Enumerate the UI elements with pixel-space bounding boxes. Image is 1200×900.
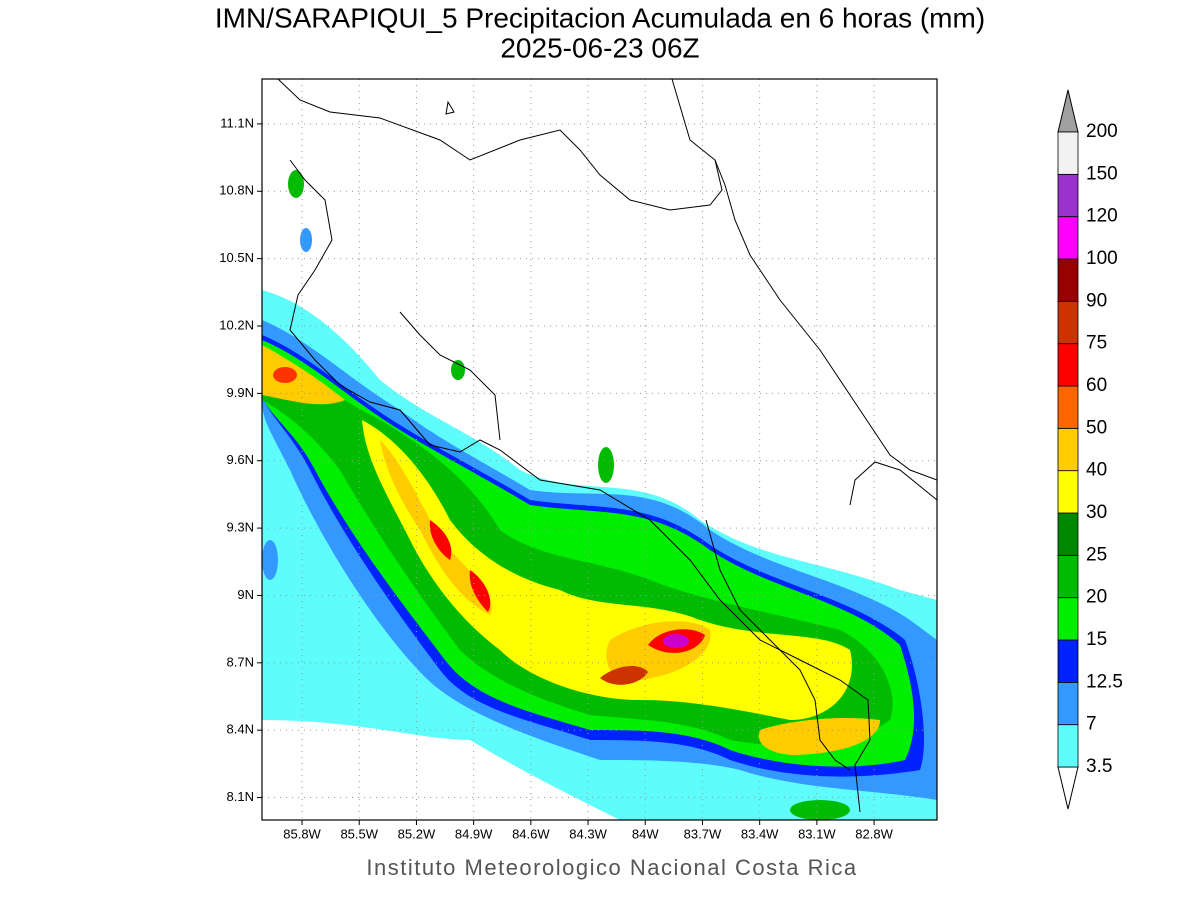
colorbar-box bbox=[1057, 216, 1079, 260]
colorbar: 3.5 7 12.5 15 20 25 30 40 50 60 75 90 100 120 150 200 bbox=[1057, 89, 1123, 810]
x-tick-label: 84W bbox=[632, 826, 659, 841]
y-tick-label: 11.1N bbox=[220, 115, 254, 130]
y-tick-label: 9N bbox=[237, 587, 254, 602]
colorbar-under bbox=[1057, 766, 1079, 810]
colorbar-label: 120 bbox=[1086, 206, 1118, 227]
title: IMN/SARAPIQUI_5 Precipitacion Acumulada … bbox=[215, 2, 985, 33]
coastlines bbox=[277, 79, 937, 813]
colorbar-box bbox=[1057, 258, 1079, 302]
x-tick-label: 85.8W bbox=[283, 826, 321, 841]
colorbar-box bbox=[1057, 512, 1079, 556]
colorbar-box bbox=[1057, 385, 1079, 429]
colorbar-label: 60 bbox=[1086, 375, 1107, 396]
colorbar-label: 30 bbox=[1086, 502, 1107, 523]
y-tick-label: 8.7N bbox=[227, 654, 254, 669]
y-tick-label: 8.4N bbox=[227, 722, 254, 737]
y-tick-label: 9.9N bbox=[227, 385, 254, 400]
colorbar-label: 100 bbox=[1086, 248, 1118, 269]
colorbar-label: 12.5 bbox=[1086, 671, 1123, 692]
colorbar-label: 75 bbox=[1086, 333, 1107, 354]
colorbar-label: 20 bbox=[1086, 587, 1107, 608]
y-tick-label: 8.1N bbox=[227, 789, 254, 804]
x-tick-label: 82.8W bbox=[855, 826, 893, 841]
colorbar-over bbox=[1057, 89, 1079, 133]
colorbar-box bbox=[1057, 724, 1079, 768]
x-tick-label: 84.3W bbox=[569, 826, 607, 841]
x-tick-label: 85.5W bbox=[340, 826, 378, 841]
y-tick-label: 10.2N bbox=[219, 317, 254, 332]
x-tick-label: 85.2W bbox=[398, 826, 436, 841]
colorbar-box bbox=[1057, 597, 1079, 641]
x-tick-label: 83.1W bbox=[798, 826, 836, 841]
colorbar-label: 25 bbox=[1086, 544, 1107, 565]
colorbar-box bbox=[1057, 131, 1079, 175]
colorbar-label: 200 bbox=[1086, 121, 1118, 142]
x-tick-label: 83.7W bbox=[684, 826, 722, 841]
colorbar-box bbox=[1057, 554, 1079, 599]
colorbar-box bbox=[1057, 427, 1079, 472]
colorbar-label: 50 bbox=[1086, 417, 1107, 438]
colorbar-box bbox=[1057, 173, 1079, 218]
subtitle: 2025-06-23 06Z bbox=[500, 32, 699, 63]
colorbar-box bbox=[1057, 681, 1079, 726]
colorbar-label: 40 bbox=[1086, 460, 1107, 481]
y-tick-label: 10.8N bbox=[219, 183, 254, 198]
y-tick-label: 10.5N bbox=[219, 250, 254, 265]
colorbar-box bbox=[1057, 470, 1079, 514]
colorbar-box bbox=[1057, 300, 1079, 345]
y-tick-label: 9.3N bbox=[227, 520, 254, 535]
colorbar-label: 7 bbox=[1086, 714, 1097, 735]
colorbar-label: 3.5 bbox=[1086, 756, 1112, 777]
footer: Instituto Meteorologico Nacional Costa R… bbox=[366, 855, 857, 880]
map-frame bbox=[261, 78, 938, 821]
y-tick-label: 9.6N bbox=[227, 452, 254, 467]
colorbar-label: 150 bbox=[1086, 163, 1118, 184]
colorbar-label: 90 bbox=[1086, 290, 1107, 311]
precipitation-field bbox=[262, 170, 937, 820]
colorbar-label: 15 bbox=[1086, 629, 1107, 650]
x-tick-label: 83.4W bbox=[741, 826, 779, 841]
colorbar-box bbox=[1057, 343, 1079, 387]
x-tick-label: 84.6W bbox=[512, 826, 550, 841]
colorbar-box bbox=[1057, 639, 1079, 683]
x-tick-label: 84.9W bbox=[455, 826, 493, 841]
